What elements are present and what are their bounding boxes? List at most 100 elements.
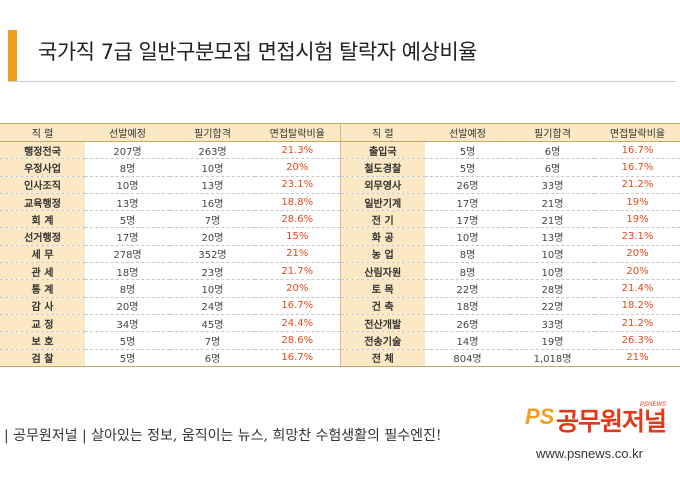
right-category-cell: 전 기 bbox=[339, 210, 425, 229]
table-row: 감 사 20명 24명 16.7% 건 축 18명 22명 18.2% bbox=[0, 297, 680, 315]
right-category-cell: 일반기계 bbox=[339, 193, 425, 212]
right-passed-cell: 21명 bbox=[510, 193, 595, 212]
left-category-cell: 감 사 bbox=[0, 297, 85, 315]
logo-name: 공무원저널 bbox=[556, 407, 667, 436]
header-right-rate: 면접탈락비율 bbox=[595, 123, 680, 142]
left-passed-cell: 16명 bbox=[170, 193, 255, 212]
left-passed-cell: 7명 bbox=[170, 210, 255, 229]
header-right-category: 직 렬 bbox=[339, 123, 425, 142]
left-passed-cell: 6명 bbox=[170, 349, 255, 367]
right-rate-cell: 21.2% bbox=[595, 176, 680, 194]
left-rate-cell: 23.1% bbox=[255, 176, 340, 194]
right-planned-cell: 17명 bbox=[425, 210, 510, 229]
right-rate-cell: 16.7% bbox=[595, 158, 680, 177]
right-category-cell: 화 공 bbox=[339, 227, 425, 246]
left-passed-cell: 45명 bbox=[170, 314, 255, 333]
right-rate-cell: 20% bbox=[595, 245, 680, 264]
left-passed-cell: 7명 bbox=[170, 331, 255, 350]
logo-sub: PSNEWS bbox=[640, 402, 667, 408]
right-passed-cell: 6명 bbox=[510, 141, 595, 160]
right-rate-cell: 20% bbox=[595, 262, 680, 281]
left-category-cell: 행정전국 bbox=[0, 141, 85, 160]
site-url[interactable]: www.psnews.co.kr bbox=[536, 446, 643, 461]
right-planned-cell: 17명 bbox=[425, 193, 510, 212]
right-category-cell: 농 업 bbox=[339, 245, 425, 264]
table-row: 우정사업 8명 10명 20% 철도경찰 5명 6명 16.7% bbox=[0, 158, 680, 177]
left-rate-cell: 21.3% bbox=[255, 141, 340, 160]
header-left-rate: 면접탈락비율 bbox=[255, 123, 340, 142]
right-category-cell: 철도경찰 bbox=[339, 158, 425, 177]
left-rate-cell: 21.7% bbox=[255, 262, 340, 281]
right-rate-cell: 16.7% bbox=[595, 141, 680, 160]
table-row: 교 정 34명 45명 24.4% 전산개발 26명 33명 21.2% bbox=[0, 314, 680, 333]
left-category-cell: 관 세 bbox=[0, 262, 85, 281]
right-planned-cell: 5명 bbox=[425, 158, 510, 177]
right-rate-cell: 26.3% bbox=[595, 331, 680, 350]
left-rate-cell: 15% bbox=[255, 227, 340, 246]
right-planned-cell: 14명 bbox=[425, 331, 510, 350]
table-row: 세 무 278명 352명 21% 농 업 8명 10명 20% bbox=[0, 245, 680, 264]
left-category-cell: 세 무 bbox=[0, 245, 85, 264]
right-category-cell: 산림자원 bbox=[339, 262, 425, 281]
left-planned-cell: 8명 bbox=[85, 158, 170, 177]
left-planned-cell: 18명 bbox=[85, 262, 170, 281]
right-planned-cell: 22명 bbox=[425, 279, 510, 298]
page-title: 국가직 7급 일반구분모집 면접시험 탈락자 예상비율 bbox=[38, 40, 477, 64]
right-category-cell: 출입국 bbox=[339, 141, 425, 160]
left-planned-cell: 5명 bbox=[85, 349, 170, 367]
right-category-cell: 전송기술 bbox=[339, 331, 425, 350]
left-passed-cell: 13명 bbox=[170, 176, 255, 194]
right-passed-cell: 6명 bbox=[510, 158, 595, 177]
table-row: 행정전국 207명 263명 21.3% 출입국 5명 6명 16.7% bbox=[0, 141, 680, 160]
right-planned-cell: 5명 bbox=[425, 141, 510, 160]
left-category-cell: 회 계 bbox=[0, 210, 85, 229]
left-category-cell: 인사조직 bbox=[0, 176, 85, 194]
right-category-cell: 전 체 bbox=[339, 349, 425, 367]
left-planned-cell: 5명 bbox=[85, 331, 170, 350]
left-category-cell: 교육행정 bbox=[0, 193, 85, 212]
right-rate-cell: 18.2% bbox=[595, 297, 680, 315]
left-category-cell: 선거행정 bbox=[0, 227, 85, 246]
left-category-cell: 검 찰 bbox=[0, 349, 85, 367]
table-row: 통 계 8명 10명 20% 토 목 22명 28명 21.4% bbox=[0, 279, 680, 298]
left-rate-cell: 24.4% bbox=[255, 314, 340, 333]
left-passed-cell: 23명 bbox=[170, 262, 255, 281]
table-row: 회 계 5명 7명 28.6% 전 기 17명 21명 19% bbox=[0, 210, 680, 229]
right-passed-cell: 21명 bbox=[510, 210, 595, 229]
left-planned-cell: 278명 bbox=[85, 245, 170, 264]
left-rate-cell: 20% bbox=[255, 158, 340, 177]
left-rate-cell: 28.6% bbox=[255, 210, 340, 229]
right-rate-cell: 19% bbox=[595, 193, 680, 212]
stats-table: 직 렬 선발예정 필기합격 면접탈락비율 직 렬 선발예정 필기합격 면접탈락비… bbox=[0, 123, 680, 367]
title-accent-bar bbox=[8, 30, 17, 82]
left-planned-cell: 5명 bbox=[85, 210, 170, 229]
header-left-passed: 필기합격 bbox=[170, 123, 255, 142]
right-category-cell: 토 목 bbox=[339, 279, 425, 298]
table-row: 교육행정 13명 16명 18.8% 일반기계 17명 21명 19% bbox=[0, 193, 680, 212]
right-rate-cell: 21.4% bbox=[595, 279, 680, 298]
table-row: 검 찰 5명 6명 16.7% 전 체 804명 1,018명 21% bbox=[0, 349, 680, 367]
left-rate-cell: 28.6% bbox=[255, 331, 340, 350]
left-category-cell: 교 정 bbox=[0, 314, 85, 333]
right-rate-cell: 21.2% bbox=[595, 314, 680, 333]
header-right-passed: 필기합격 bbox=[510, 123, 595, 142]
right-planned-cell: 26명 bbox=[425, 176, 510, 194]
left-planned-cell: 17명 bbox=[85, 227, 170, 246]
left-rate-cell: 16.7% bbox=[255, 297, 340, 315]
right-rate-cell: 21% bbox=[595, 349, 680, 367]
header-left-planned: 선발예정 bbox=[85, 123, 170, 142]
left-planned-cell: 34명 bbox=[85, 314, 170, 333]
right-passed-cell: 33명 bbox=[510, 176, 595, 194]
header-left-category: 직 렬 bbox=[0, 123, 85, 142]
right-passed-cell: 1,018명 bbox=[510, 349, 595, 367]
left-planned-cell: 8명 bbox=[85, 279, 170, 298]
right-passed-cell: 22명 bbox=[510, 297, 595, 315]
right-planned-cell: 26명 bbox=[425, 314, 510, 333]
right-passed-cell: 33명 bbox=[510, 314, 595, 333]
right-category-cell: 외무영사 bbox=[339, 176, 425, 194]
left-category-cell: 우정사업 bbox=[0, 158, 85, 177]
left-category-cell: 보 호 bbox=[0, 331, 85, 350]
title-divider bbox=[8, 81, 676, 82]
left-planned-cell: 10명 bbox=[85, 176, 170, 194]
left-planned-cell: 20명 bbox=[85, 297, 170, 315]
